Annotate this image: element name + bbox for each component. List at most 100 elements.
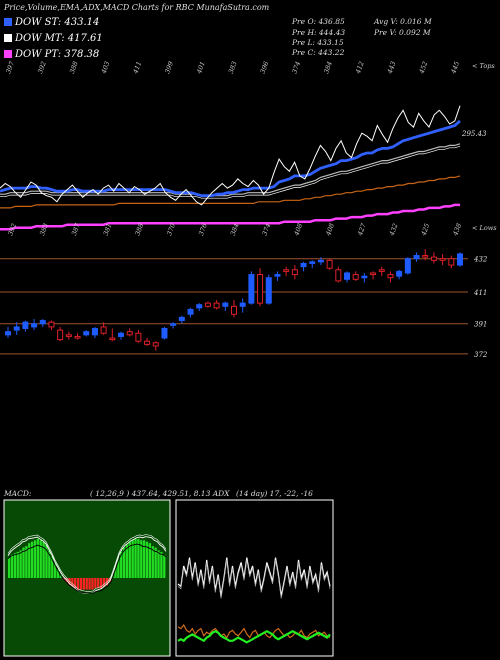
macd-bar [94,578,97,589]
macd-bar [91,578,94,590]
adx-di-plus-line [177,557,331,597]
level-label: 372 [474,351,488,359]
macd-bar [42,541,45,578]
macd-bar [143,540,146,578]
macd-bar [30,541,34,578]
legend-swatch-st [4,18,12,26]
candle-body [448,258,455,266]
candle-body [404,258,411,274]
macd-bar [163,554,166,578]
low-tick-label: 427 [356,221,368,237]
ema-line-dow-lt [0,175,461,209]
candle-body [100,326,107,334]
candle-body [396,270,403,277]
candle-body [74,335,81,339]
candle-body [83,331,90,336]
adx-di-minus-line [177,623,331,639]
top-tick-label: 403 [99,60,111,75]
candle-body [352,274,359,280]
legend-dow-pt: DOW PT: 378.38 [4,49,99,60]
macd-bar [145,541,149,578]
adx-di-plus-shadow [177,559,331,599]
macd-bar [117,557,120,578]
candle-body [378,269,385,272]
macd-bar [148,543,152,578]
top-tick-label: 399 [163,60,175,74]
candle-body [239,302,246,307]
legend-label-st: DOW ST: 433.14 [15,17,100,28]
macd-bar [48,550,51,578]
macd-bar [82,578,85,590]
top-tick-label: 401 [195,60,207,75]
macd-bar [76,578,80,590]
macd-bar [122,547,126,578]
macd-bar [33,540,37,578]
low-tick-label: 384 [229,222,241,236]
candle-body [13,326,20,331]
candle-body [248,274,255,304]
low-tick-label: 381 [102,222,114,236]
macd-bar [19,550,22,578]
price-label: 295.43 [461,130,487,138]
candle-body [31,323,38,328]
candle-body [457,253,463,266]
ema-line-dow-mt [0,143,461,197]
top-tick-label: 396 [259,60,271,74]
macd-bar [102,578,106,587]
macd-bar [28,543,31,578]
candle-body [317,259,324,263]
candle-body [161,328,168,339]
macd-bar [137,538,140,578]
candle-body [39,320,46,325]
candle-body [144,340,151,345]
macd-bar [25,546,28,578]
macd-bar [134,538,137,578]
macd-bar [79,578,83,590]
candle-body [370,272,377,276]
legend-swatch-pt [4,50,12,58]
candle-body [204,302,211,307]
candle-body [300,262,307,268]
low-tick-label: 432 [387,222,399,237]
low-tick-label: 374 [261,222,273,236]
candle-body [326,259,333,269]
candle-body [118,332,124,337]
macd-label: MACD: [4,489,32,498]
level-label: 391 [474,321,487,329]
low-tick-label: 438 [451,222,463,237]
top-tick-label: 383 [227,60,239,74]
low-tick-label: 383 [38,222,50,236]
candle-body [187,308,194,315]
candle-body [274,274,281,277]
low-tick-label: 425 [419,222,431,237]
candle-body [344,272,350,280]
macd-bar [71,578,74,587]
macd-signal-line [7,543,167,594]
candle-body [291,269,298,276]
legend-dow-mt: DOW MT: 417.61 [4,33,103,44]
tops-tag: < Tops [472,62,495,70]
low-tick-label: 392 [6,222,18,236]
macd-bar [39,540,42,578]
macd-bar [128,541,131,578]
macd-bar [59,575,62,578]
macd-bar [131,540,134,578]
candle-body [48,321,55,328]
candle-body [126,331,133,336]
candle-body [257,274,264,304]
candle-body [361,275,368,279]
macd-bar [125,544,129,578]
candle-body [222,302,229,307]
legend-dow-st: DOW ST: 433.14 [4,17,99,28]
candle-body [335,269,342,282]
candle-body [430,256,437,261]
adx-values: (14 day) 17, -22, -16 [236,489,313,498]
macd-bar [151,546,154,578]
macd-bar [157,550,160,578]
top-tick-label: 384 [322,60,334,74]
top-tick-label: 445 [449,60,461,75]
macd-bar [154,547,157,578]
macd-values: ( 12,26,9 ) 437.64, 429.51, 8.13 ADX [90,489,230,498]
macd-bar [85,578,88,590]
